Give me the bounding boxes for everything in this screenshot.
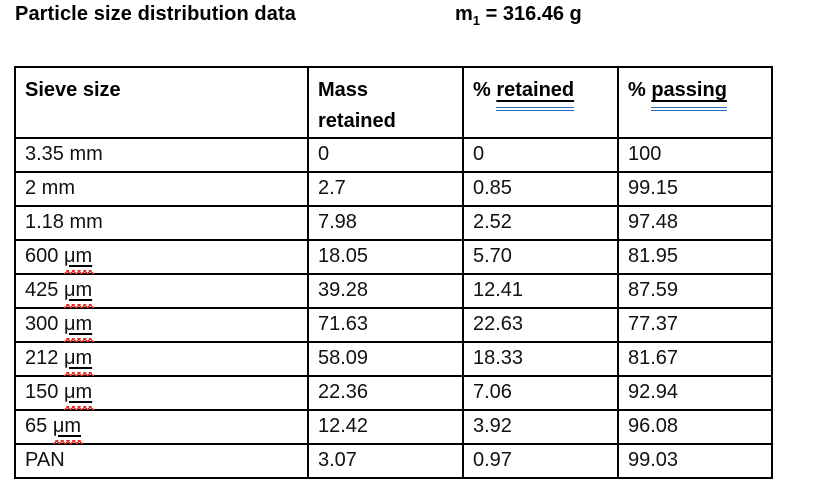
sieve-size-label: PAN xyxy=(25,449,65,471)
sieve-size-cell: 1.18 mm xyxy=(14,205,309,241)
percent-retained-cell: 0 xyxy=(462,137,619,173)
underlined-word: passing xyxy=(651,79,727,101)
sieve-size-cell: 65 μm xyxy=(14,409,309,445)
spellcheck-squiggle-icon xyxy=(63,372,95,376)
sieve-unit-label: μm xyxy=(52,415,83,444)
percent-passing-cell: 99.03 xyxy=(617,443,773,479)
percent-retained-cell: 2.52 xyxy=(462,205,619,241)
table-header-row: Sieve size Mass retained % retained % pa… xyxy=(14,66,773,139)
sieve-size-label: 425 xyxy=(25,279,64,301)
sieve-size-cell: PAN xyxy=(14,443,309,479)
mass-retained-cell: 2.7 xyxy=(307,171,464,207)
percent-passing-cell: 99.15 xyxy=(617,171,773,207)
table-row: 3.35 mm 0 0 100 xyxy=(14,137,773,173)
spellcheck-squiggle-icon xyxy=(52,440,83,444)
sieve-size-label: 600 xyxy=(25,245,64,267)
percent-retained-cell: 0.97 xyxy=(462,443,619,479)
percent-passing-cell: 96.08 xyxy=(617,409,773,445)
sieve-size-cell: 2 mm xyxy=(14,171,309,207)
column-header-percent-passing: % passing xyxy=(617,66,773,139)
percent-retained-cell: 3.92 xyxy=(462,409,619,445)
table-row: 150 μm 22.36 7.06 92.94 xyxy=(14,375,773,411)
table-row: 300 μm 71.63 22.63 77.37 xyxy=(14,307,773,343)
sieve-unit-label: μm xyxy=(63,279,95,308)
mass-note: m1 = 316.46 g xyxy=(455,3,582,28)
sieve-size-label: 1.18 mm xyxy=(25,211,103,233)
table-row: 212 μm 58.09 18.33 81.67 xyxy=(14,341,773,377)
spellcheck-squiggle-icon xyxy=(63,406,95,410)
percent-passing-cell: 97.48 xyxy=(617,205,773,241)
mass-retained-cell: 0 xyxy=(307,137,464,173)
spellcheck-squiggle-icon xyxy=(63,270,95,274)
percent-passing-cell: 81.95 xyxy=(617,239,773,275)
page-title: Particle size distribution data xyxy=(15,3,296,25)
percent-retained-cell: 5.70 xyxy=(462,239,619,275)
table-row: 425 μm 39.28 12.41 87.59 xyxy=(14,273,773,309)
mass-retained-cell: 71.63 xyxy=(307,307,464,343)
table-row: PAN 3.07 0.97 99.03 xyxy=(14,443,773,479)
percent-passing-cell: 87.59 xyxy=(617,273,773,309)
mass-symbol: m xyxy=(455,3,473,25)
sieve-unit-label: μm xyxy=(63,313,95,342)
sieve-size-label: 3.35 mm xyxy=(25,143,103,165)
percent-passing-cell: 77.37 xyxy=(617,307,773,343)
column-header-mass-retained: Mass retained xyxy=(307,66,464,139)
sieve-size-cell: 600 μm xyxy=(14,239,309,275)
column-header-label: Sieve size xyxy=(25,79,121,101)
column-header-prefix: % xyxy=(628,79,652,101)
mass-retained-cell: 3.07 xyxy=(307,443,464,479)
sieve-size-cell: 425 μm xyxy=(14,273,309,309)
particle-size-table: Sieve size Mass retained % retained % pa… xyxy=(14,66,773,479)
column-header-label: passing xyxy=(651,79,727,111)
sieve-size-cell: 3.35 mm xyxy=(14,137,309,173)
percent-retained-cell: 7.06 xyxy=(462,375,619,411)
sieve-unit-label: μm xyxy=(63,381,95,410)
sieve-unit-label: μm xyxy=(63,347,95,376)
table-row: 600 μm 18.05 5.70 81.95 xyxy=(14,239,773,275)
column-header-percent-retained: % retained xyxy=(462,66,619,139)
mass-retained-cell: 22.36 xyxy=(307,375,464,411)
underlined-word: retained xyxy=(496,79,575,101)
mass-value: = 316.46 g xyxy=(480,3,582,25)
percent-passing-cell: 92.94 xyxy=(617,375,773,411)
mass-retained-cell: 39.28 xyxy=(307,273,464,309)
sieve-unit-label: μm xyxy=(63,245,95,274)
table-header: Sieve size Mass retained % retained % pa… xyxy=(14,66,773,139)
sieve-size-label: 2 mm xyxy=(25,177,75,199)
sieve-size-label: 65 xyxy=(25,415,53,437)
sieve-size-cell: 212 μm xyxy=(14,341,309,377)
percent-retained-cell: 22.63 xyxy=(462,307,619,343)
grammar-check-underline xyxy=(496,107,575,111)
table-row: 2 mm 2.7 0.85 99.15 xyxy=(14,171,773,207)
percent-retained-cell: 0.85 xyxy=(462,171,619,207)
sieve-size-label: 300 xyxy=(25,313,64,335)
grammar-check-underline xyxy=(651,107,727,111)
table-row: 65 μm 12.42 3.92 96.08 xyxy=(14,409,773,445)
column-header-prefix: % xyxy=(473,79,497,101)
table-row: 1.18 mm 7.98 2.52 97.48 xyxy=(14,205,773,241)
sieve-size-label: 150 xyxy=(25,381,64,403)
spellcheck-squiggle-icon xyxy=(63,304,95,308)
mass-retained-cell: 58.09 xyxy=(307,341,464,377)
table-body: 3.35 mm 0 0 100 2 mm 2.7 0.85 99.15 1.18 mm 7.98 2… xyxy=(14,137,773,479)
column-header-label: retained xyxy=(496,79,575,111)
mass-subscript: 1 xyxy=(472,13,481,28)
percent-retained-cell: 12.41 xyxy=(462,273,619,309)
spellcheck-squiggle-icon xyxy=(63,338,95,342)
percent-passing-cell: 100 xyxy=(617,137,773,173)
mass-retained-cell: 18.05 xyxy=(307,239,464,275)
mass-retained-cell: 12.42 xyxy=(307,409,464,445)
sieve-size-cell: 150 μm xyxy=(14,375,309,411)
column-header-sieve-size: Sieve size xyxy=(14,66,309,139)
percent-passing-cell: 81.67 xyxy=(617,341,773,377)
sieve-size-label: 212 xyxy=(25,347,64,369)
column-header-label: Mass retained xyxy=(318,79,396,132)
mass-retained-cell: 7.98 xyxy=(307,205,464,241)
sieve-size-cell: 300 μm xyxy=(14,307,309,343)
percent-retained-cell: 18.33 xyxy=(462,341,619,377)
